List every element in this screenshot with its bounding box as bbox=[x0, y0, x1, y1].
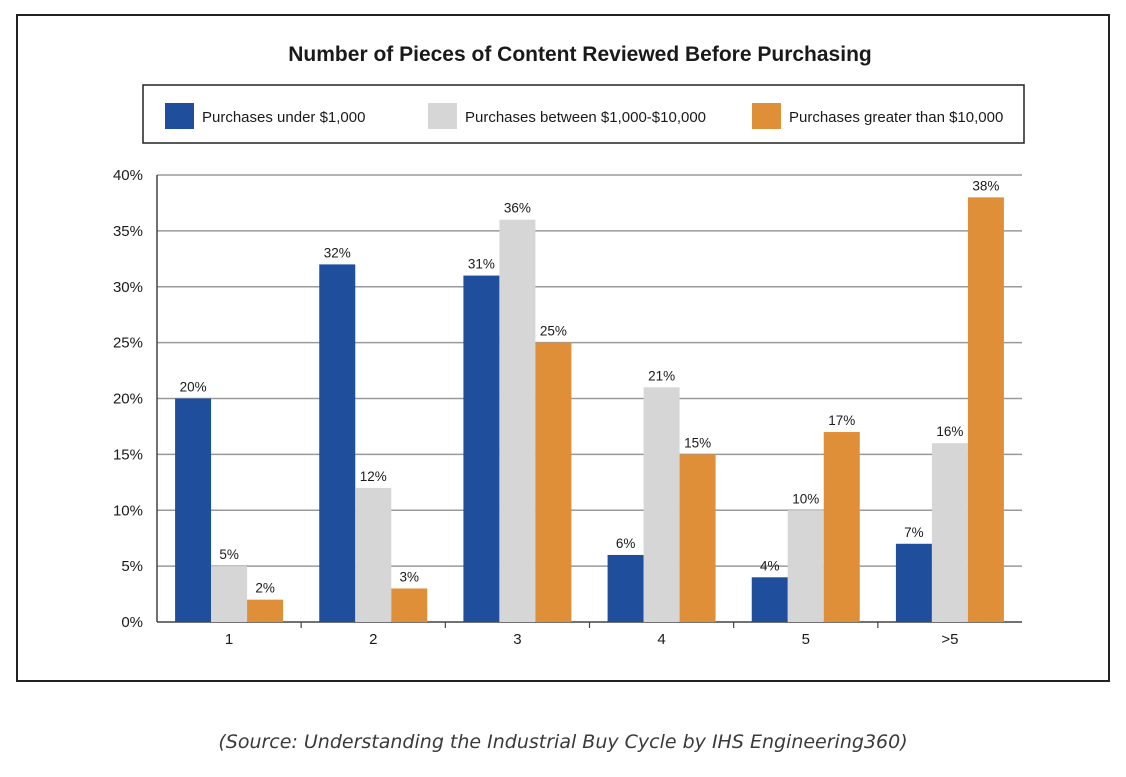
data-label: 15% bbox=[684, 435, 711, 450]
data-label: 6% bbox=[616, 536, 636, 551]
bar-series3-5 bbox=[967, 197, 1004, 622]
y-tick-label: 15% bbox=[113, 446, 143, 463]
legend-box bbox=[142, 84, 1025, 144]
y-tick-label: 10% bbox=[113, 502, 143, 519]
y-tick-label: 5% bbox=[121, 558, 143, 575]
data-label: 20% bbox=[180, 380, 207, 395]
y-tick-label: 40% bbox=[113, 167, 143, 184]
y-tick-label: 35% bbox=[113, 223, 143, 240]
x-tick-label: 3 bbox=[513, 631, 521, 648]
x-tick-label: 4 bbox=[657, 631, 665, 648]
axes: 0% 5% 10% 15% 20% 25% 30% 35% 40% 1 2 3 4 5 >5 bbox=[113, 167, 1022, 648]
data-label: 25% bbox=[540, 324, 567, 339]
legend-swatch-3 bbox=[752, 103, 781, 129]
data-label: 3% bbox=[399, 569, 419, 584]
bar-series2-3 bbox=[643, 387, 680, 622]
bar-series1-0 bbox=[175, 398, 212, 622]
bar-series1-2 bbox=[463, 275, 500, 622]
bar-series2-4 bbox=[787, 510, 824, 622]
bar-series3-3 bbox=[679, 454, 716, 622]
legend-label-3: Purchases greater than $10,000 bbox=[789, 109, 1003, 126]
data-label: 10% bbox=[792, 491, 819, 506]
bar-series2-5 bbox=[931, 443, 968, 622]
x-tick-label: >5 bbox=[941, 631, 958, 648]
bar-chart: Number of Pieces of Content Reviewed Bef… bbox=[113, 43, 1025, 648]
data-label: 2% bbox=[255, 581, 275, 596]
bar-series1-3 bbox=[607, 554, 644, 622]
bars bbox=[175, 197, 1004, 622]
bar-series2-1 bbox=[355, 487, 392, 622]
chart-title: Number of Pieces of Content Reviewed Bef… bbox=[288, 43, 871, 66]
bar-series3-2 bbox=[535, 342, 572, 622]
x-tick-label: 5 bbox=[802, 631, 810, 648]
data-label: 4% bbox=[760, 558, 780, 573]
bar-series2-2 bbox=[499, 219, 536, 622]
legend-label-2: Purchases between $1,000-$10,000 bbox=[465, 109, 706, 126]
legend: Purchases under $1,000 Purchases between … bbox=[165, 103, 1003, 129]
bar-series1-4 bbox=[751, 577, 788, 622]
bar-series3-0 bbox=[247, 599, 284, 622]
legend-swatch-2 bbox=[428, 103, 457, 129]
data-label: 32% bbox=[324, 245, 351, 260]
y-tick-label: 0% bbox=[121, 614, 143, 631]
bar-series3-1 bbox=[391, 588, 428, 622]
legend-label-1: Purchases under $1,000 bbox=[202, 109, 365, 126]
data-label: 12% bbox=[360, 469, 387, 484]
data-label: 38% bbox=[972, 178, 999, 193]
bar-series1-5 bbox=[895, 543, 932, 622]
data-labels: 20% 5% 2% 32% 12% 3% 31% 36% 25% 6% 21% 15% 4% 10% 17%… bbox=[180, 178, 1000, 595]
y-tick-label: 25% bbox=[113, 335, 143, 352]
data-label: 16% bbox=[936, 424, 963, 439]
x-tick-label: 1 bbox=[225, 631, 233, 648]
y-tick-label: 30% bbox=[113, 279, 143, 296]
x-tick-label: 2 bbox=[369, 631, 377, 648]
y-tick-label: 20% bbox=[113, 391, 143, 408]
bar-series3-4 bbox=[823, 432, 860, 622]
data-label: 36% bbox=[504, 201, 531, 216]
data-label: 21% bbox=[648, 368, 675, 383]
data-label: 31% bbox=[468, 257, 495, 272]
data-label: 17% bbox=[828, 413, 855, 428]
gridlines bbox=[157, 174, 1022, 567]
data-label: 5% bbox=[219, 547, 239, 562]
bar-series2-0 bbox=[211, 566, 248, 622]
data-label: 7% bbox=[904, 525, 924, 540]
bar-series1-1 bbox=[319, 264, 356, 622]
source-caption: (Source: Understanding the Industrial Bu… bbox=[218, 731, 908, 753]
legend-swatch-1 bbox=[165, 103, 194, 129]
